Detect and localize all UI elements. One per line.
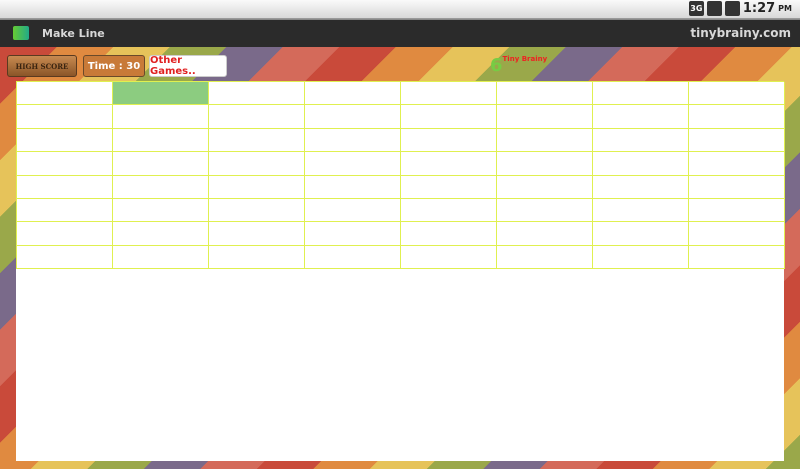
grid-cell[interactable] <box>689 105 785 129</box>
grid-cell[interactable] <box>593 82 689 106</box>
grid-cell[interactable] <box>113 152 209 176</box>
cell-grid <box>16 81 785 270</box>
grid-cell[interactable] <box>689 152 785 176</box>
battery-icon <box>724 1 740 16</box>
grid-cell[interactable] <box>305 152 401 176</box>
clock: 1:27 <box>742 1 776 16</box>
grid-cell[interactable] <box>17 175 113 199</box>
other-games-button[interactable]: Other Games.. <box>149 55 227 77</box>
grid-cell[interactable] <box>209 128 305 153</box>
grid-cell[interactable] <box>305 175 401 199</box>
grid-cell[interactable] <box>593 105 689 129</box>
grid-cell[interactable] <box>497 198 593 223</box>
grid-cell[interactable] <box>113 128 209 153</box>
app-title: Make Line <box>42 27 105 40</box>
signal-icon <box>706 1 722 16</box>
grid-cell[interactable] <box>689 82 785 106</box>
grid-cell[interactable] <box>209 175 305 199</box>
grid-cell[interactable] <box>401 175 497 199</box>
grid-cell[interactable] <box>17 128 113 153</box>
grid-cell[interactable] <box>497 245 593 270</box>
grid-cell[interactable] <box>17 245 113 270</box>
high-score-button[interactable]: HIGH SCORE <box>7 55 77 77</box>
grid-cell[interactable] <box>497 105 593 129</box>
grid-cell[interactable] <box>305 198 401 223</box>
grid-cell[interactable] <box>209 105 305 129</box>
grid-cell[interactable] <box>593 152 689 176</box>
grid-cell[interactable] <box>17 152 113 176</box>
grid-cell[interactable] <box>305 82 401 106</box>
grid-cell[interactable] <box>593 245 689 270</box>
tiny-brainy-logo: 6Tiny Brainy <box>490 55 548 76</box>
grid-cell[interactable] <box>401 245 497 270</box>
grid-cell[interactable] <box>497 82 593 106</box>
site-label: tinybrainy.com <box>690 26 791 40</box>
grid-cell[interactable] <box>689 175 785 199</box>
grid-cell[interactable] <box>593 128 689 153</box>
grid-cell[interactable] <box>305 105 401 129</box>
game-area: HIGH SCORE Time : 30 Other Games.. 6Tiny… <box>0 47 800 469</box>
grid-cell[interactable] <box>113 198 209 223</box>
grid-cell[interactable] <box>689 245 785 270</box>
grid-cell[interactable] <box>113 105 209 129</box>
grid-cell[interactable] <box>113 82 209 106</box>
grid-cell[interactable] <box>305 128 401 153</box>
grid-cell[interactable] <box>209 152 305 176</box>
grid-cell[interactable] <box>689 222 785 246</box>
grid-cell[interactable] <box>593 198 689 223</box>
grid-cell[interactable] <box>497 222 593 246</box>
network-3g-icon: 3G <box>688 1 704 16</box>
grid-cell[interactable] <box>17 198 113 223</box>
grid-cell[interactable] <box>209 222 305 246</box>
grid-cell[interactable] <box>497 152 593 176</box>
grid-cell[interactable] <box>209 82 305 106</box>
grid-cell[interactable] <box>497 128 593 153</box>
title-bar: Make Line tinybrainy.com <box>0 20 800 47</box>
grid-cell[interactable] <box>401 152 497 176</box>
clock-ampm: PM <box>778 4 792 13</box>
grid-cell[interactable] <box>17 222 113 246</box>
grid-cell[interactable] <box>305 245 401 270</box>
grid-cell[interactable] <box>209 198 305 223</box>
grid-cell[interactable] <box>17 105 113 129</box>
time-display: Time : 30 <box>83 55 145 77</box>
grid-cell[interactable] <box>113 245 209 270</box>
app-icon <box>13 26 29 40</box>
game-board <box>16 81 785 461</box>
grid-cell[interactable] <box>401 198 497 223</box>
grid-cell[interactable] <box>497 175 593 199</box>
grid-cell[interactable] <box>689 198 785 223</box>
grid-cell[interactable] <box>209 245 305 270</box>
grid-cell[interactable] <box>689 128 785 153</box>
grid-cell[interactable] <box>593 222 689 246</box>
grid-cell[interactable] <box>593 175 689 199</box>
status-bar: 3G 1:27 PM <box>0 0 800 19</box>
grid-cell[interactable] <box>401 222 497 246</box>
grid-cell[interactable] <box>401 128 497 153</box>
grid-cell[interactable] <box>401 82 497 106</box>
grid-cell[interactable] <box>305 222 401 246</box>
grid-cell[interactable] <box>17 82 113 106</box>
grid-cell[interactable] <box>401 105 497 129</box>
grid-cell[interactable] <box>113 222 209 246</box>
grid-cell[interactable] <box>113 175 209 199</box>
